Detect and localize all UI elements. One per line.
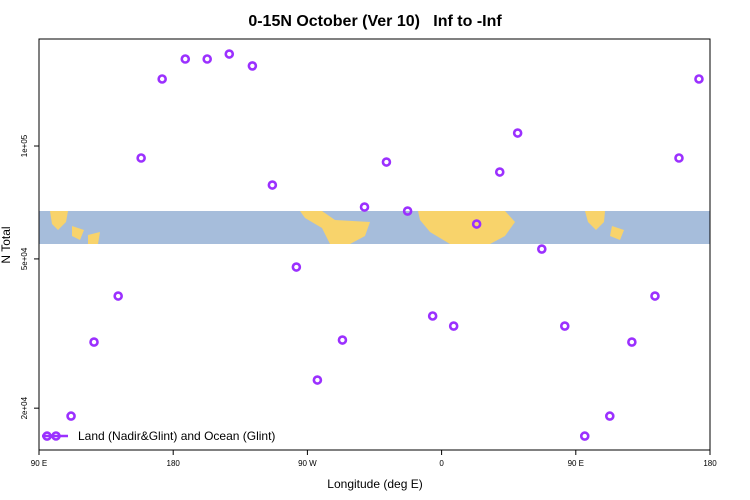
data-point [674, 153, 684, 163]
data-point [512, 128, 523, 138]
data-point [471, 219, 482, 229]
y-tick-label: 5e+04 [20, 247, 29, 270]
legend-marker [51, 431, 61, 441]
data-point [267, 180, 278, 190]
data-point [136, 153, 146, 163]
x-tick-label: 90 W [298, 459, 317, 468]
y-tick-label: 1e+05 [20, 134, 29, 157]
plot-frame [38, 38, 711, 451]
data-point [66, 411, 76, 421]
land [88, 232, 100, 244]
data-point [494, 167, 505, 177]
data-point [113, 291, 123, 301]
data-point [157, 74, 167, 84]
data-point [537, 244, 547, 254]
x-tick-label: 0 [439, 459, 444, 468]
data-point [402, 206, 413, 216]
y-axis-label: N Total [0, 226, 13, 263]
data-point [224, 49, 235, 59]
land [418, 211, 515, 244]
x-tick-label: 90 E [31, 459, 47, 468]
data-point [312, 375, 323, 385]
data-point [427, 311, 438, 321]
ocean [39, 211, 710, 244]
data-point [180, 54, 191, 64]
data-point [89, 337, 99, 347]
x-tick-label: 180 [703, 459, 717, 468]
x-axis-label: Longitude (deg E) [327, 477, 422, 491]
data-point [448, 321, 459, 331]
data-point [291, 262, 302, 272]
data-point [337, 335, 348, 345]
data-point [627, 337, 637, 347]
data-point [381, 157, 392, 167]
data-point [650, 291, 660, 301]
land [50, 211, 68, 230]
x-tick-label: 180 [167, 459, 181, 468]
data-point [359, 202, 370, 212]
data-point [559, 321, 570, 331]
land [610, 226, 624, 240]
x-tick-label: 90 E [568, 459, 584, 468]
map-band [39, 211, 710, 244]
chart-title: 0-15N October (Ver 10) Inf to -Inf [248, 13, 502, 30]
land [72, 226, 84, 240]
data-point [247, 61, 258, 71]
data-point [202, 54, 212, 64]
data-point [579, 431, 590, 441]
land [585, 211, 605, 230]
land [300, 211, 370, 244]
data-point [604, 411, 615, 421]
data-point [694, 74, 704, 84]
y-tick-label: 2e+04 [20, 396, 29, 419]
legend-label: Land (Nadir&Glint) and Ocean (Glint) [78, 429, 275, 443]
